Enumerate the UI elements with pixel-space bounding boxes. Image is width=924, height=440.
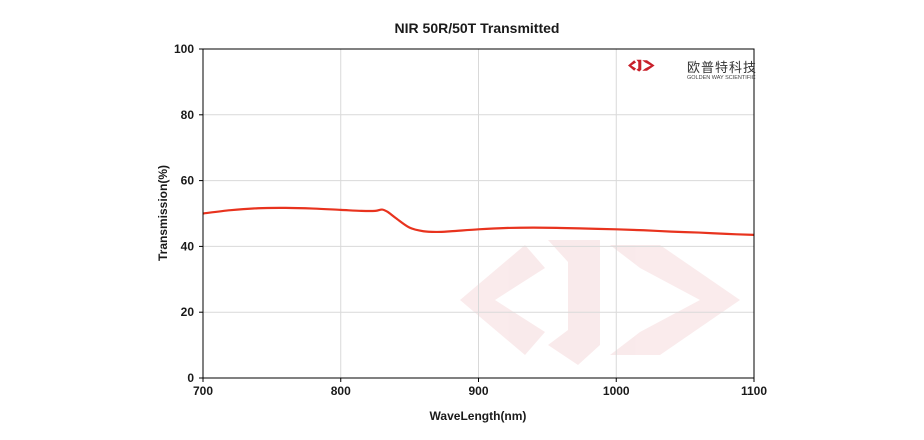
x-tick-label: 1100: [741, 384, 767, 398]
brand-logo: 欧普特科技 GOLDEN WAY SCIENTIFIC: [628, 59, 757, 81]
y-tick-label: 100: [174, 42, 194, 56]
y-axis-label: Transmission(%): [156, 165, 170, 261]
x-tick-label: 800: [331, 384, 351, 398]
y-axis-ticks: 0 20 40 60 80 100: [174, 42, 203, 385]
chart-title: NIR 50R/50T Transmitted: [395, 20, 560, 36]
logo-name-en: GOLDEN WAY SCIENTIFIC: [687, 75, 756, 81]
logo-mark-icon: [628, 59, 655, 72]
y-tick-label: 40: [181, 239, 195, 253]
x-tick-label: 900: [468, 384, 488, 398]
plot-series: [202, 206, 755, 236]
grid: [203, 49, 754, 378]
y-tick-label: 20: [181, 305, 195, 319]
y-tick-label: 60: [181, 174, 195, 188]
y-tick-label: 80: [181, 108, 195, 122]
logo-name-cn: 欧普特科技: [687, 60, 757, 75]
y-tick-label: 0: [187, 371, 194, 385]
x-tick-label: 1000: [603, 384, 630, 398]
x-tick-label: 700: [193, 384, 213, 398]
series-line: [202, 206, 755, 236]
x-axis-ticks: 700 800 900 1000 1100: [193, 378, 767, 398]
watermark-logo-icon: [460, 240, 740, 365]
x-axis-label: WaveLength(nm): [430, 409, 527, 423]
